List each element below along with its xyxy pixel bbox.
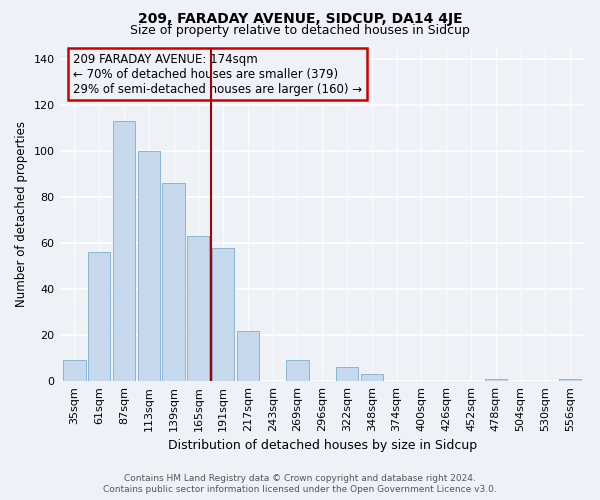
- Bar: [187, 236, 209, 381]
- Bar: [113, 121, 135, 381]
- Y-axis label: Number of detached properties: Number of detached properties: [15, 122, 28, 308]
- Text: Contains HM Land Registry data © Crown copyright and database right 2024.
Contai: Contains HM Land Registry data © Crown c…: [103, 474, 497, 494]
- Bar: [485, 379, 507, 381]
- Text: 209 FARADAY AVENUE: 174sqm
← 70% of detached houses are smaller (379)
29% of sem: 209 FARADAY AVENUE: 174sqm ← 70% of deta…: [73, 52, 362, 96]
- Bar: [163, 184, 185, 381]
- Bar: [336, 368, 358, 381]
- Bar: [237, 330, 259, 381]
- Bar: [286, 360, 308, 381]
- Bar: [88, 252, 110, 381]
- Bar: [63, 360, 86, 381]
- Text: Size of property relative to detached houses in Sidcup: Size of property relative to detached ho…: [130, 24, 470, 37]
- X-axis label: Distribution of detached houses by size in Sidcup: Distribution of detached houses by size …: [168, 440, 477, 452]
- Bar: [559, 379, 581, 381]
- Bar: [137, 151, 160, 381]
- Bar: [212, 248, 234, 381]
- Bar: [361, 374, 383, 381]
- Text: 209, FARADAY AVENUE, SIDCUP, DA14 4JE: 209, FARADAY AVENUE, SIDCUP, DA14 4JE: [137, 12, 463, 26]
